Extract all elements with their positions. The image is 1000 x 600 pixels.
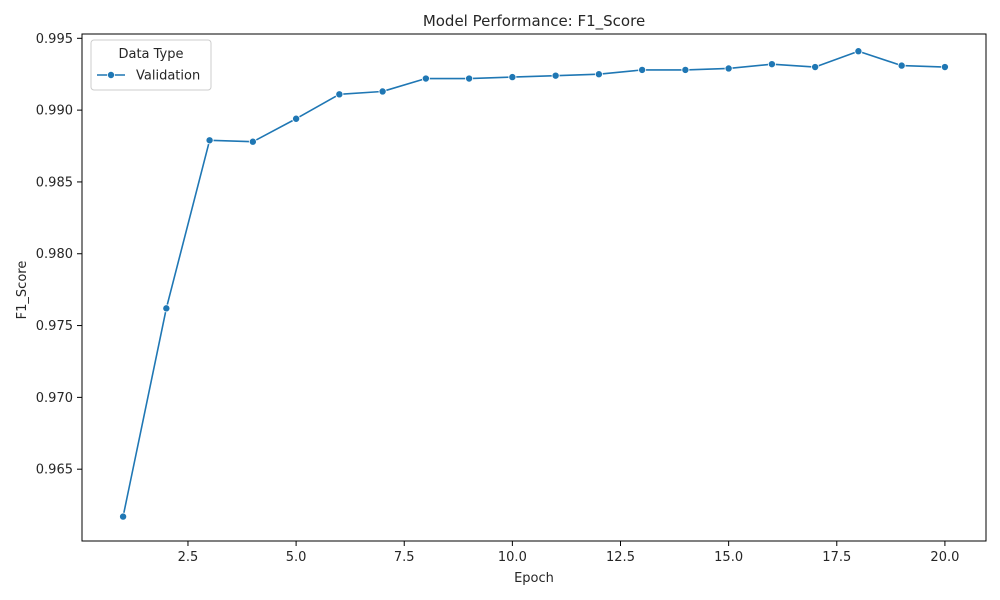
legend: Data Type Validation (90, 39, 212, 91)
x-tick-label: 5.0 (286, 550, 307, 565)
data-point (897, 61, 906, 70)
chart-title: Model Performance: F1_Score (423, 12, 645, 31)
data-point (594, 70, 603, 79)
x-axis-label: Epoch (514, 571, 554, 586)
x-tick-label: 17.5 (822, 550, 851, 565)
data-point (205, 136, 214, 145)
data-point (767, 60, 776, 69)
data-point (378, 87, 387, 96)
legend-item-label: Validation (136, 69, 200, 84)
data-point (421, 74, 430, 83)
legend-marker (107, 71, 116, 80)
data-point (335, 90, 344, 99)
data-point (940, 63, 949, 72)
plot-area: 2.5 5.0 7.5 10.0 12.5 15.0 17.5 20.0 0.965 0.970 0… (36, 32, 987, 565)
data-point (811, 63, 820, 72)
y-tick-label: 0.990 (36, 104, 73, 119)
x-tick-label: 7.5 (394, 550, 415, 565)
data-point (551, 71, 560, 80)
x-tick-label: 12.5 (606, 550, 635, 565)
x-tick-label: 15.0 (714, 550, 743, 565)
legend-box (90, 39, 212, 91)
y-tick-label: 0.965 (36, 463, 73, 478)
y-axis-label: F1_Score (15, 261, 30, 320)
y-tick-label: 0.970 (36, 391, 73, 406)
data-point (248, 137, 257, 146)
x-tick-label: 2.5 (178, 550, 199, 565)
legend-title: Data Type (118, 47, 183, 62)
y-tick-label: 0.995 (36, 32, 73, 47)
x-tick-label: 10.0 (498, 550, 527, 565)
y-tick-label: 0.975 (36, 319, 73, 334)
x-tick-label: 20.0 (930, 550, 959, 565)
y-tick-label: 0.980 (36, 247, 73, 262)
data-point (162, 304, 171, 313)
data-point (508, 73, 517, 82)
data-point (681, 65, 690, 74)
data-point (724, 64, 733, 73)
data-point (292, 114, 301, 123)
y-tick-label: 0.985 (36, 175, 73, 190)
axes-frame (81, 33, 987, 542)
data-point (119, 512, 128, 521)
series-line-validation (122, 50, 945, 517)
data-point (854, 47, 863, 56)
data-point (465, 74, 474, 83)
data-point (638, 65, 647, 74)
